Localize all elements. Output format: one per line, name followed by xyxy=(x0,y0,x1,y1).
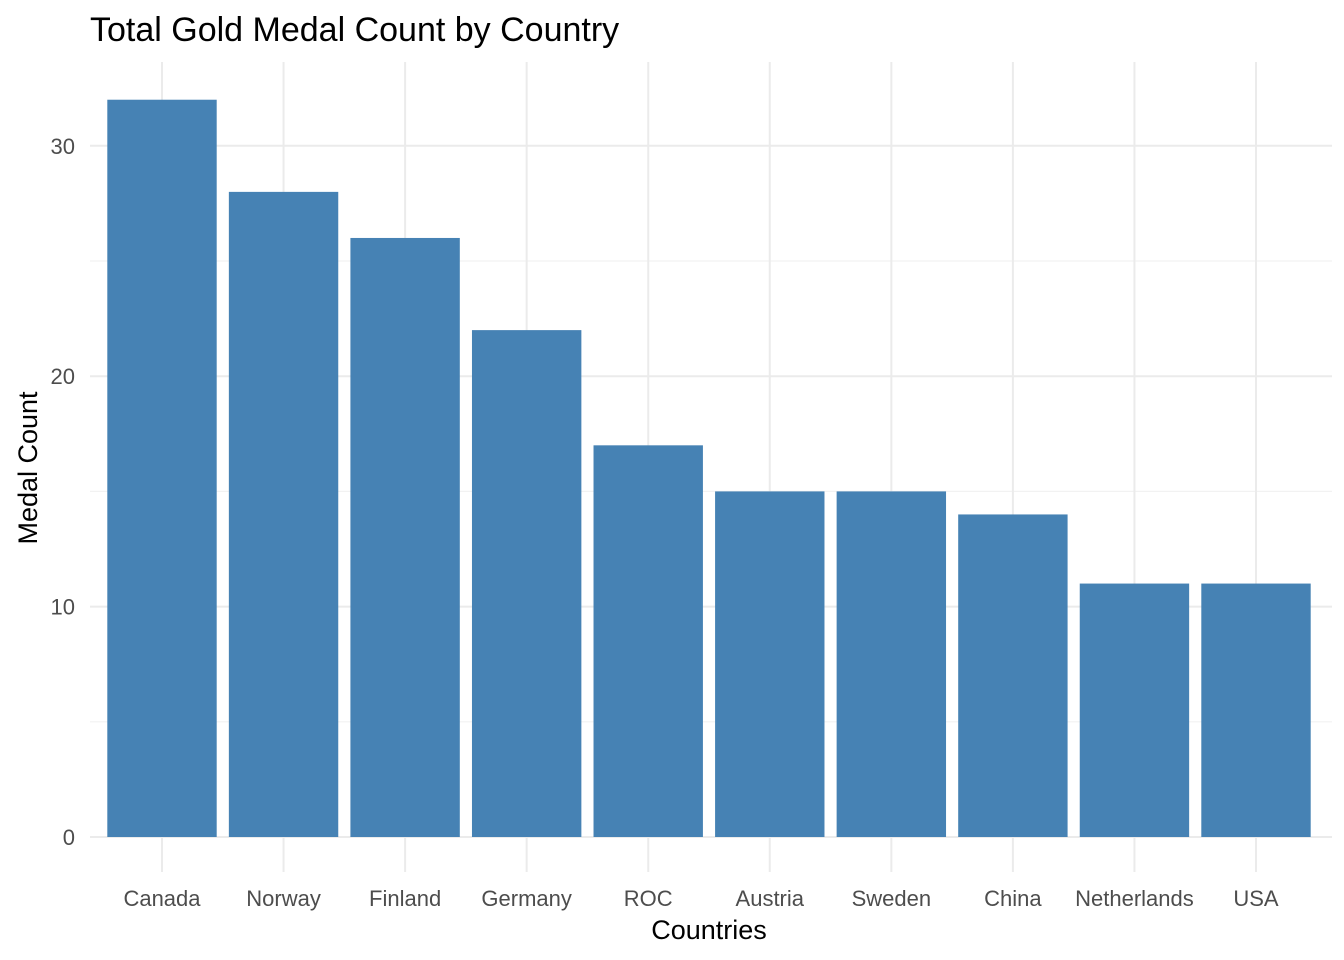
bar-finland xyxy=(350,237,460,837)
bar-canada xyxy=(107,99,217,838)
x-axis-title: Countries xyxy=(651,915,767,945)
y-axis-ticks: 0 10 20 30 xyxy=(51,134,75,850)
bar-netherlands xyxy=(1079,583,1190,837)
x-tick-label: Canada xyxy=(123,886,201,911)
chart-title: Total Gold Medal Count by Country xyxy=(90,11,619,49)
y-tick-label: 20 xyxy=(51,364,75,389)
x-tick-label: Germany xyxy=(481,886,571,911)
x-tick-label: China xyxy=(984,886,1042,911)
bar-norway xyxy=(228,191,339,837)
bar-roc xyxy=(593,445,703,837)
y-axis-title: Medal Count xyxy=(13,391,43,545)
x-tick-label: Finland xyxy=(369,886,441,911)
bar-usa xyxy=(1201,583,1311,837)
x-axis-ticks: Canada Norway Finland Germany ROC Austria Swed… xyxy=(123,886,1278,911)
y-tick-label: 0 xyxy=(63,825,75,850)
x-tick-label: ROC xyxy=(624,886,673,911)
bar-austria xyxy=(715,491,825,837)
y-tick-label: 10 xyxy=(51,595,75,620)
x-tick-label: USA xyxy=(1233,886,1279,911)
bar-sweden xyxy=(836,491,947,837)
x-tick-label: Austria xyxy=(736,886,805,911)
x-tick-label: Norway xyxy=(246,886,321,911)
bar-germany xyxy=(471,330,582,837)
x-tick-label: Netherlands xyxy=(1075,886,1194,911)
x-tick-label: Sweden xyxy=(852,886,932,911)
y-tick-label: 30 xyxy=(51,134,75,159)
bars xyxy=(107,99,1311,838)
bar-china xyxy=(958,514,1068,837)
